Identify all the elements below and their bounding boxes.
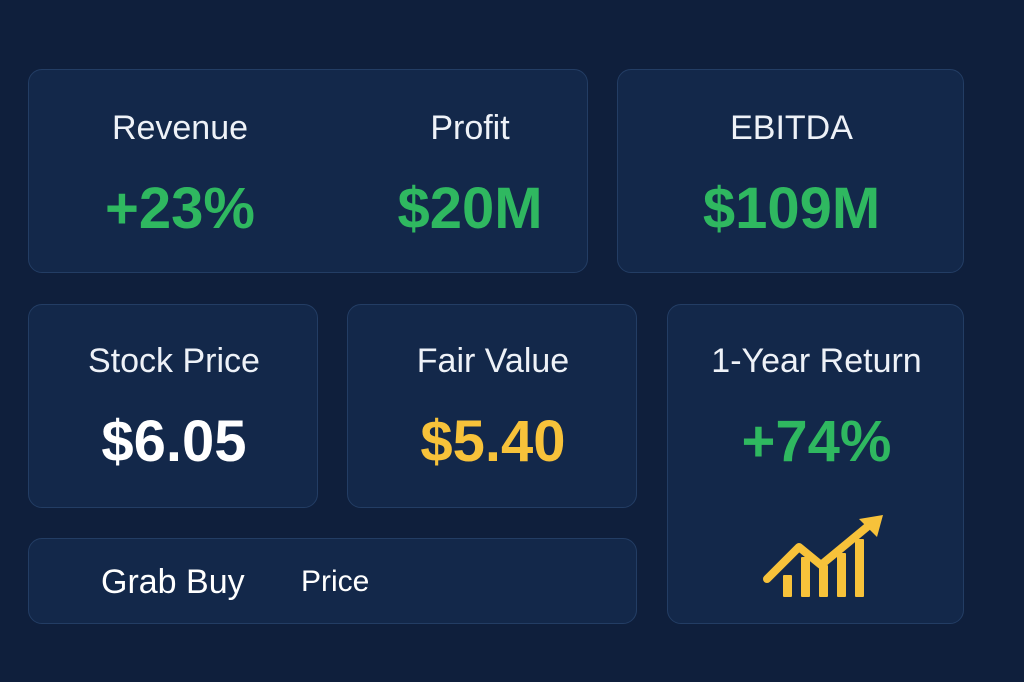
price-label: Price	[301, 565, 370, 598]
ebitda-metric: EBITDA $109M	[618, 108, 965, 242]
ebitda-label: EBITDA	[730, 109, 853, 147]
profit-metric: Profit $20M	[359, 108, 581, 242]
fair-value-card: Fair Value $5.40	[347, 304, 637, 508]
stock-price-metric: Stock Price $6.05	[29, 341, 319, 475]
revenue-metric: Revenue +23%	[69, 108, 291, 242]
revenue-value: +23%	[105, 176, 255, 241]
fair-value-metric: Fair Value $5.40	[348, 341, 638, 475]
revenue-profit-card: Revenue +23% Profit $20M	[28, 69, 588, 273]
buy-price-bar[interactable]: Grab Buy Price	[28, 538, 637, 624]
stock-price-label: Stock Price	[88, 342, 260, 380]
revenue-label: Revenue	[111, 109, 249, 147]
stock-price-card: Stock Price $6.05	[28, 304, 318, 508]
profit-value: $20M	[397, 176, 543, 241]
ebitda-card: EBITDA $109M	[617, 69, 964, 273]
ebitda-value: $109M	[702, 176, 881, 241]
stock-price-value: $6.05	[101, 409, 247, 474]
one-year-return-card: 1-Year Return +74%	[667, 304, 964, 624]
one-year-return-value: +74%	[741, 409, 892, 474]
one-year-return-metric: 1-Year Return +74%	[668, 341, 965, 475]
one-year-return-label: 1-Year Return	[711, 342, 922, 380]
grab-buy-label: Grab Buy	[101, 563, 245, 601]
trend-up-bar-chart-icon	[763, 515, 883, 597]
profit-label: Profit	[430, 109, 510, 147]
fair-value-label: Fair Value	[416, 342, 570, 380]
fair-value-value: $5.40	[420, 409, 566, 474]
